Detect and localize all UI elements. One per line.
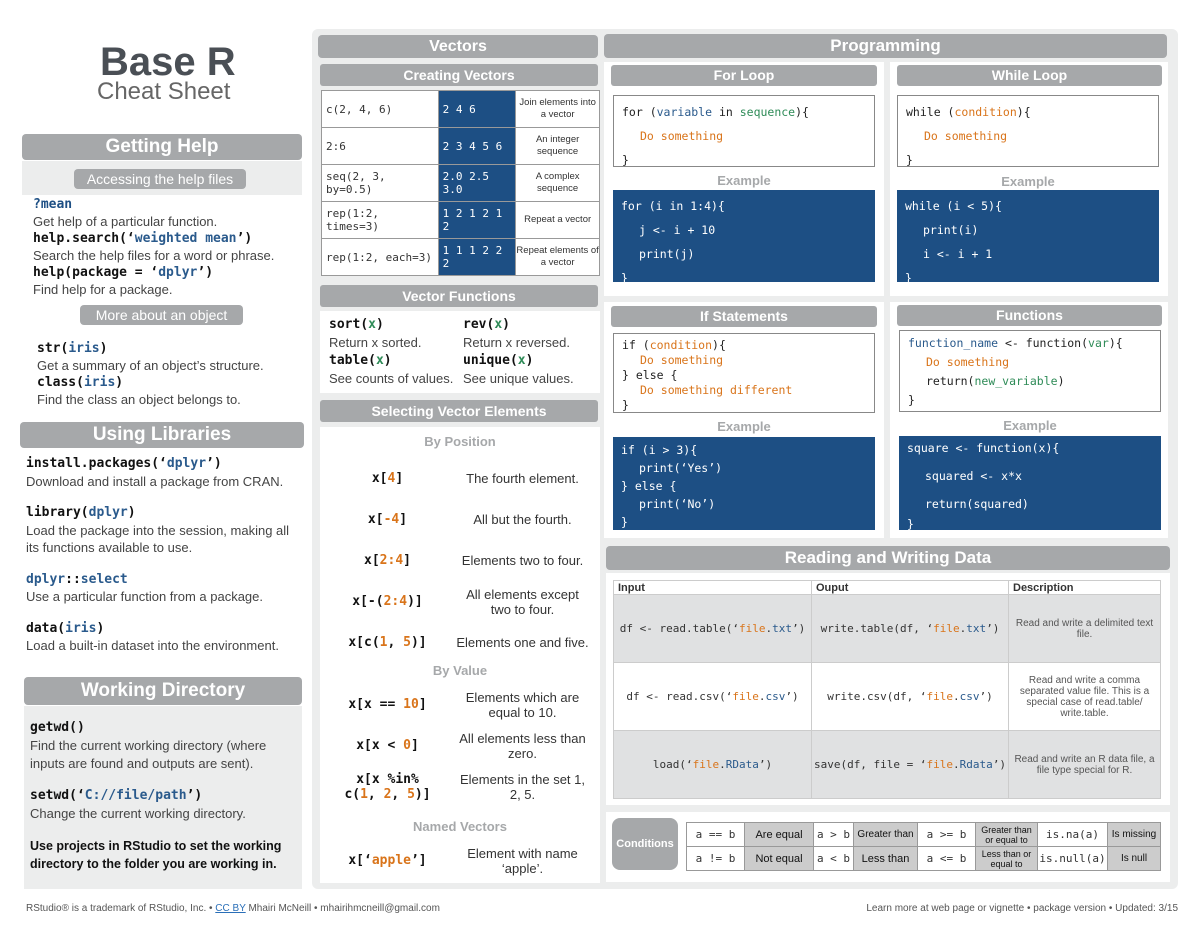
if-statements-header: If Statements	[611, 306, 877, 327]
table-row: a == b Are equal a > b Greater than a >= b…	[686, 822, 1161, 847]
license-link[interactable]: CC BY	[215, 903, 246, 914]
list-item: x[2:4] Elements two to four.	[364, 553, 584, 568]
by-value-list: x[x == 10] Elements which are equal to 10…	[320, 684, 600, 807]
wd-note: Use projects in RStudio to set the worki…	[30, 839, 282, 871]
rw-table: Input Ouput Description df <- read.table(‘…	[613, 580, 1161, 799]
vector-functions-panel	[320, 311, 600, 393]
table-row: a != b Not equal a < b Less than a <= b Les…	[686, 846, 1161, 871]
libraries-items: install.packages(‘dplyr’) Download and i…	[26, 456, 290, 653]
class-desc: Find the class an object belongs to.	[37, 392, 241, 407]
footer-right: Learn more at web page or vignette • pac…	[866, 903, 1178, 914]
help-desc: Get help of a particular function.	[33, 214, 218, 229]
while-loop-header: While Loop	[897, 65, 1162, 86]
conditions-table: a == b Are equal a > b Greater than a >= b…	[686, 822, 1161, 871]
wd-panel	[24, 706, 302, 889]
help-items: ?mean Get help of a particular function.…	[33, 196, 298, 298]
function-syntax: function_name <- function(var){ Do somet…	[899, 330, 1161, 412]
vector-functions-header: Vector Functions	[320, 285, 598, 307]
by-position-label: By Position	[424, 434, 496, 449]
getting-help-header: Getting Help	[22, 134, 302, 160]
footer-left: RStudio® is a trademark of RStudio, Inc.…	[26, 903, 440, 914]
object-items: str(iris) Get a summary of an object’s s…	[37, 340, 297, 408]
table-row: rep(1:2, times=3) 1 2 1 2 1 2 Repeat a vec…	[321, 201, 600, 239]
if-example: if (i > 3){ print(‘Yes’) } else { print(…	[613, 437, 875, 530]
list-item: x[c(1, 5)] Elements one and five.	[348, 635, 589, 650]
libraries-header: Using Libraries	[20, 422, 304, 448]
list-item: x[x == 10] Elements which are equal to 10…	[348, 689, 580, 720]
list-item: x[-(2:4)] All elements except two to four…	[352, 586, 579, 617]
vectors-header: Vectors	[318, 35, 598, 58]
while-loop-example: while (i < 5){ print(i) i <- i + 1 }	[897, 190, 1159, 285]
help-code: ?mean	[33, 197, 73, 212]
list-item: x[x < 0] All elements less than zero.	[356, 730, 586, 761]
list-item: x[‘apple’] Element with name ‘apple’.	[348, 845, 578, 876]
for-loop-header: For Loop	[611, 65, 877, 86]
programming-header: Programming	[604, 34, 1167, 58]
str-desc: Get a summary of an object’s structure.	[37, 358, 264, 373]
for-example-label: Example	[717, 173, 771, 188]
while-loop-syntax: while (condition){ Do something }	[897, 95, 1159, 167]
rw-header: Reading and Writing Data	[606, 546, 1170, 570]
table-row: c(2, 4, 6) 2 4 6 Join elements into a vect…	[321, 90, 600, 128]
table-row: df <- read.table(‘file.txt’) write.table(…	[613, 594, 1161, 663]
function-example: square <- function(x){ squared <- x*x re…	[899, 436, 1161, 531]
help-files-subheader: Accessing the help files	[74, 169, 246, 189]
for-loop-syntax: for (variable in sequence){ Do something…	[613, 95, 875, 167]
wd-header: Working Directory	[24, 677, 302, 705]
wd-items: getwd() Find the current working directo…	[30, 719, 298, 873]
by-position-list: x[4] The fourth element. x[-4] All but the…	[320, 458, 600, 663]
list-item: x[x %in% c(1, 2, 5)] Elements in the set 1…	[344, 771, 585, 802]
object-subheader: More about an object	[80, 305, 243, 325]
table-row: rep(1:2, each=3) 1 1 1 2 2 2 Repeat elemen…	[321, 238, 600, 276]
selecting-header: Selecting Vector Elements	[320, 400, 598, 422]
creating-vectors-header: Creating Vectors	[320, 64, 598, 86]
page-subtitle: Cheat Sheet	[97, 78, 231, 105]
if-example-label: Example	[717, 419, 771, 434]
functions-header: Functions	[897, 305, 1162, 326]
list-item: x[-4] All but the fourth.	[367, 512, 572, 527]
table-row: seq(2, 3, by=0.5) 2.0 2.5 3.0 A complex se…	[321, 164, 600, 202]
by-value-label: By Value	[432, 663, 488, 678]
while-example-label: Example	[1001, 174, 1055, 189]
table-row: df <- read.csv(‘file.csv’) write.csv(df, …	[613, 662, 1161, 731]
page-title: Base R	[100, 40, 236, 84]
named-vectors-label: Named Vectors	[413, 819, 507, 834]
if-syntax: if (condition){ Do something } else { Do…	[613, 333, 875, 413]
help-search-desc: Search the help files for a word or phra…	[33, 248, 275, 263]
for-loop-example: for (i in 1:4){ j <- i + 10 print(j) }	[613, 190, 875, 285]
table-row: load(‘file.RData’) save(df, file = ‘file.…	[613, 730, 1161, 799]
conditions-label: Conditions	[612, 818, 678, 870]
table-row: Input Ouput Description	[613, 580, 1161, 595]
creating-vectors-table: c(2, 4, 6) 2 4 6 Join elements into a vect…	[321, 90, 600, 276]
function-example-label: Example	[1003, 418, 1057, 433]
list-item: x[4] The fourth element.	[371, 471, 579, 486]
selecting-panel	[320, 427, 600, 883]
help-package-desc: Find help for a package.	[33, 282, 173, 297]
table-row: 2:6 2 3 4 5 6 An integer sequence	[321, 127, 600, 165]
